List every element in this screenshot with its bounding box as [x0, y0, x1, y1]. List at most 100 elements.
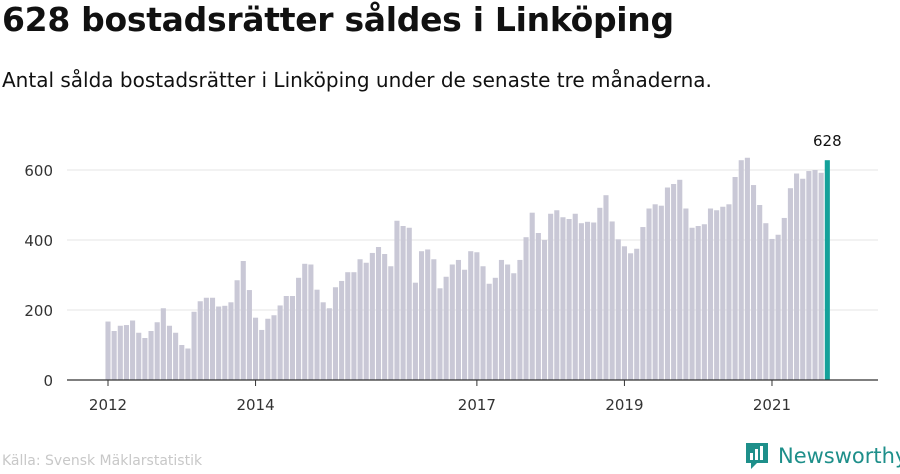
bar — [363, 262, 369, 380]
bar — [388, 266, 394, 380]
bar — [523, 237, 529, 380]
bar — [609, 221, 615, 380]
bar — [640, 227, 646, 380]
bar — [142, 338, 148, 380]
bar — [628, 253, 634, 380]
bar — [498, 259, 505, 380]
bar — [584, 221, 591, 380]
bar — [744, 157, 750, 380]
bar — [591, 222, 597, 380]
x-tick-label: 2019 — [605, 396, 643, 414]
bar — [357, 259, 363, 380]
bar — [345, 272, 351, 380]
bar — [283, 296, 289, 380]
highlight-value-label: 628 — [813, 132, 842, 150]
bar — [689, 227, 695, 380]
bar — [818, 172, 824, 380]
bar — [105, 321, 111, 380]
bar — [314, 289, 320, 380]
bar — [400, 226, 406, 380]
bar — [732, 177, 738, 380]
bar — [375, 247, 382, 380]
bar — [794, 173, 800, 380]
bar — [222, 305, 228, 380]
bar — [271, 315, 277, 380]
chart-title: 628 bostadsrätter såldes i Linköping — [2, 0, 674, 39]
bar — [738, 160, 744, 380]
bar — [240, 261, 246, 380]
bar — [646, 208, 652, 380]
bar — [419, 251, 425, 380]
annotations: 628 — [813, 132, 842, 150]
bar — [265, 318, 271, 380]
y-tick-label: 0 — [43, 372, 53, 390]
y-tick-label: 600 — [24, 162, 53, 180]
bar — [511, 273, 517, 380]
bar — [308, 264, 314, 380]
bar — [541, 240, 548, 380]
source-note: Källa: Svensk Mäklarstatistik — [2, 453, 203, 469]
bar — [332, 287, 339, 380]
bars — [105, 157, 830, 380]
bar — [289, 296, 295, 380]
bar-highlight — [824, 160, 830, 380]
bar — [492, 277, 498, 380]
bar — [148, 331, 154, 380]
bar — [111, 331, 117, 380]
chart-subtitle: Antal sålda bostadsrätter i Linköping un… — [2, 68, 712, 92]
bar-chart: 0 200 400 600 2012 2014 2017 2019 2021 628 — [24, 132, 878, 414]
bar — [726, 204, 732, 380]
bar — [117, 325, 123, 380]
bar — [326, 308, 332, 380]
bar — [462, 269, 468, 380]
bar — [455, 259, 461, 380]
bar — [369, 252, 375, 380]
bar — [136, 332, 142, 380]
bar — [351, 272, 357, 380]
bar — [166, 325, 173, 380]
bar — [664, 187, 671, 380]
bar — [535, 233, 541, 380]
bar — [339, 280, 345, 380]
bar — [320, 302, 326, 380]
bar — [695, 226, 701, 380]
bar — [757, 205, 763, 380]
bar — [548, 213, 554, 380]
brand[interactable]: Newsworthy — [744, 441, 900, 471]
bar — [216, 306, 222, 380]
bar — [179, 345, 185, 380]
bar — [302, 263, 308, 380]
y-axis-labels: 0 200 400 600 — [24, 162, 53, 390]
x-axis: 2012 2014 2017 2019 2021 — [67, 379, 878, 414]
bar — [160, 308, 166, 380]
x-tick-label: 2014 — [236, 396, 274, 414]
bar — [185, 348, 191, 380]
bar — [474, 252, 480, 380]
bar — [720, 206, 726, 380]
y-tick-label: 400 — [24, 232, 53, 250]
bar — [781, 217, 787, 380]
bar — [671, 184, 677, 380]
bar — [394, 220, 400, 380]
bar — [123, 325, 129, 380]
bar — [701, 224, 707, 380]
bar — [406, 227, 412, 380]
x-tick-label: 2017 — [458, 396, 496, 414]
bar — [173, 332, 179, 380]
bar — [658, 205, 664, 380]
bar — [253, 317, 259, 380]
bar — [191, 311, 197, 380]
bar — [480, 266, 486, 380]
y-tick-label: 200 — [24, 302, 53, 320]
bar — [566, 219, 572, 380]
bar — [652, 204, 658, 380]
bar — [209, 297, 216, 380]
bar — [683, 208, 689, 380]
bar — [197, 301, 203, 380]
bar — [714, 210, 720, 380]
bar — [468, 251, 474, 380]
bar — [130, 320, 136, 380]
bar — [560, 217, 566, 380]
bar — [800, 178, 806, 380]
bar — [554, 210, 560, 380]
